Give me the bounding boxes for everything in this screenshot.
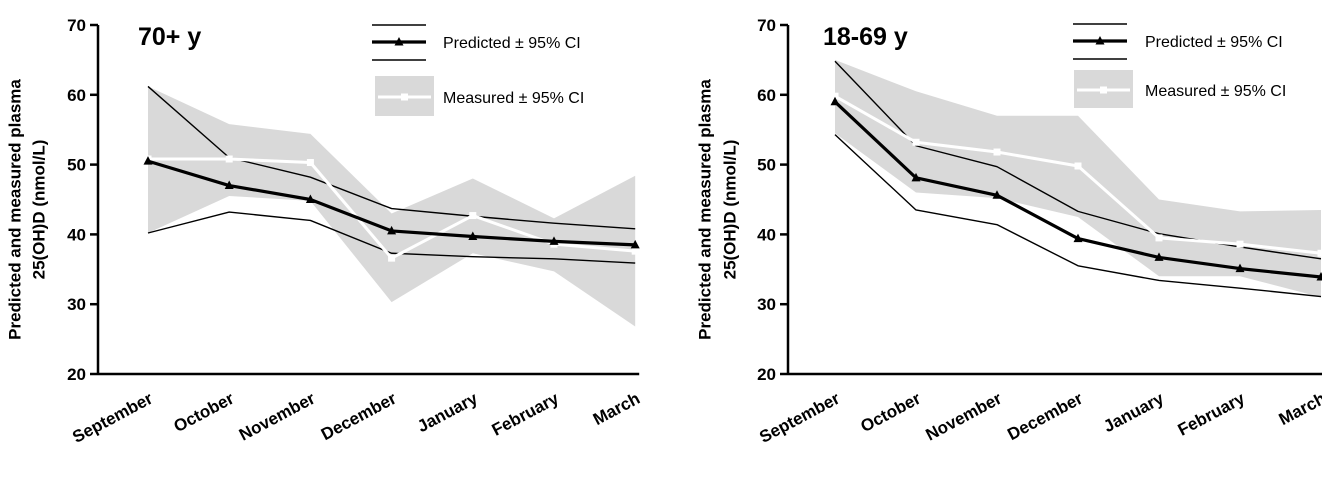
x-tick-label: November: [923, 389, 1006, 445]
legend-measured-label: Measured ± 95% CI: [443, 90, 584, 107]
measured-point: [1236, 240, 1244, 248]
x-tick-label: February: [489, 389, 563, 440]
predicted-point: [305, 194, 315, 203]
y-axis-label: Predicted and measured plasma: [5, 79, 24, 340]
x-tick-label: March: [590, 389, 643, 429]
x-tick-label: January: [1100, 388, 1167, 436]
predicted-point: [549, 236, 559, 245]
y-tick-label: 50: [757, 156, 776, 175]
predicted-point: [468, 231, 478, 240]
legend-predicted-label: Predicted ± 95% CI: [443, 35, 581, 52]
measured-point: [993, 148, 1001, 156]
predicted-ci-lower-line: [147, 211, 636, 264]
y-axis-label: 25(OH)D (nmol/L): [29, 140, 48, 280]
measured-point: [831, 92, 839, 100]
x-tick-label: March: [1276, 389, 1322, 429]
measured-point: [225, 155, 233, 163]
predicted-point: [224, 180, 234, 190]
predicted-point: [911, 172, 921, 182]
x-tick-label: September: [69, 389, 156, 447]
x-tick-label: September: [756, 389, 843, 447]
x-tick-label: December: [1004, 389, 1086, 445]
predicted-point: [1073, 233, 1083, 243]
predicted-point: [1235, 263, 1245, 273]
y-axis-label: 25(OH)D (nmol/L): [720, 140, 739, 280]
x-tick-label: November: [236, 389, 319, 445]
predicted-point: [143, 156, 153, 165]
predicted-point: [1154, 252, 1164, 261]
predicted-ci-lower-line: [834, 134, 1322, 298]
y-tick-label: 70: [757, 16, 776, 35]
legend-predicted-marker: [1095, 36, 1105, 45]
measured-ci-band: [835, 59, 1321, 298]
legend-predicted-marker: [394, 37, 404, 46]
y-tick-label: 40: [67, 225, 86, 244]
measured-point: [306, 159, 314, 167]
y-tick-label: 30: [757, 295, 776, 314]
x-tick-label: January: [414, 388, 481, 436]
x-tick-label: February: [1175, 389, 1249, 440]
measured-point: [631, 247, 639, 255]
measured-point: [388, 254, 396, 262]
predicted-point: [992, 190, 1002, 199]
measured-point: [469, 212, 477, 220]
y-tick-label: 30: [67, 295, 86, 314]
predicted-point: [1316, 271, 1322, 281]
measured-point: [1317, 249, 1322, 257]
predicted-point: [387, 225, 397, 235]
x-tick-label: October: [857, 389, 924, 437]
measured-point: [1074, 162, 1082, 170]
predicted-point: [830, 96, 840, 106]
legend-measured-label: Measured ± 95% CI: [1145, 83, 1286, 100]
y-tick-label: 60: [757, 86, 776, 105]
y-tick-label: 50: [67, 156, 86, 175]
x-tick-label: December: [318, 389, 400, 445]
y-tick-label: 70: [67, 16, 86, 35]
legend-measured-marker: [1100, 86, 1107, 94]
y-tick-label: 40: [757, 225, 776, 244]
measured-point: [1155, 234, 1163, 242]
y-axis-label: Predicted and measured plasma: [695, 79, 714, 340]
x-tick-label: October: [171, 389, 238, 437]
measured-ci-band: [148, 86, 636, 327]
y-tick-label: 20: [757, 365, 776, 384]
measured-point: [912, 138, 920, 146]
predicted-point: [630, 239, 640, 249]
panel-title: 18-69 y: [823, 23, 908, 51]
legend-measured-marker: [401, 93, 408, 101]
y-tick-label: 20: [67, 365, 86, 384]
y-tick-label: 60: [67, 86, 86, 105]
panel-title: 70+ y: [138, 23, 201, 51]
legend-predicted-label: Predicted ± 95% CI: [1145, 34, 1283, 51]
